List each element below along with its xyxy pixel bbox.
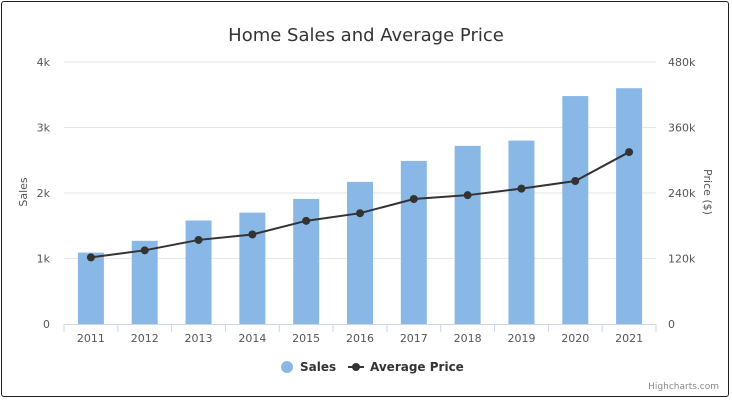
price-point-2014[interactable] — [248, 230, 257, 239]
credits-link[interactable]: Highcharts.com — [648, 382, 719, 392]
x-tick-label: 2018 — [454, 332, 482, 345]
bar-sales-2018[interactable] — [454, 145, 481, 324]
y-axis-right-title: Price ($) — [701, 169, 714, 215]
y-left-tick-label: 4k — [37, 56, 51, 69]
legend-price-marker — [352, 363, 360, 371]
x-tick-label: 2020 — [561, 332, 589, 345]
legend-sales-swatch — [281, 361, 293, 373]
price-point-2013[interactable] — [194, 235, 203, 244]
price-point-2012[interactable] — [140, 246, 149, 255]
y-right-tick-label: 120k — [668, 253, 696, 266]
x-tick-label: 2019 — [507, 332, 535, 345]
bar-sales-2016[interactable] — [347, 181, 373, 324]
legend-price-label: Average Price — [370, 360, 464, 374]
x-tick-label: 2012 — [131, 332, 159, 345]
y-right-tick-label: 240k — [668, 187, 696, 200]
price-point-2015[interactable] — [302, 216, 311, 225]
x-tick-label: 2015 — [292, 332, 320, 345]
y-left-tick-label: 1k — [37, 253, 51, 266]
price-point-2016[interactable] — [356, 209, 364, 218]
y-right-tick-label: 480k — [668, 56, 696, 69]
y-left-tick-label: 2k — [37, 187, 51, 200]
price-point-2021[interactable] — [625, 148, 634, 157]
legend-item-average-price[interactable]: Average Price — [348, 360, 464, 374]
y-left-tick-label: 3k — [37, 122, 51, 135]
x-tick-label: 2016 — [346, 332, 374, 345]
bar-sales-2019[interactable] — [508, 140, 535, 324]
bar-sales-2012[interactable] — [131, 240, 158, 324]
x-tick-label: 2013 — [185, 332, 213, 345]
x-axis: 2011 2012 2013 2014 2015 2016 2017 2018 2019 2020… — [63, 324, 657, 345]
bar-sales-2020[interactable] — [562, 96, 589, 324]
price-point-2011[interactable] — [86, 253, 95, 262]
price-point-2020[interactable] — [571, 176, 580, 185]
legend-sales-label: Sales — [300, 360, 336, 374]
y-axis-right: 0 120k 240k 360k 480k — [668, 56, 696, 331]
price-point-2018[interactable] — [463, 191, 472, 200]
x-tick-label: 2017 — [400, 332, 428, 345]
y-right-tick-label: 360k — [668, 122, 696, 135]
x-tick-label: 2011 — [77, 332, 105, 345]
price-point-2019[interactable] — [517, 184, 526, 193]
y-right-tick-label: 0 — [668, 318, 675, 331]
bar-sales-2021[interactable] — [616, 88, 643, 324]
bar-sales-2011[interactable] — [77, 252, 104, 324]
price-line-series — [86, 148, 634, 262]
x-tick-label: 2021 — [615, 332, 643, 345]
bar-sales-2017[interactable] — [400, 160, 427, 324]
legend-item-sales[interactable]: Sales — [281, 360, 336, 374]
bar-sales-2014[interactable] — [239, 212, 266, 324]
y-left-tick-label: 0 — [43, 318, 50, 331]
y-axis-left-title: Sales — [17, 177, 30, 207]
chart-title: Home Sales and Average Price — [228, 25, 504, 46]
sales-bars — [77, 88, 643, 324]
legend: Sales Average Price — [281, 360, 464, 374]
price-point-2017[interactable] — [409, 195, 418, 204]
x-tick-label: 2014 — [238, 332, 266, 345]
y-axis-left: 0 1k 2k 3k 4k — [37, 56, 51, 331]
